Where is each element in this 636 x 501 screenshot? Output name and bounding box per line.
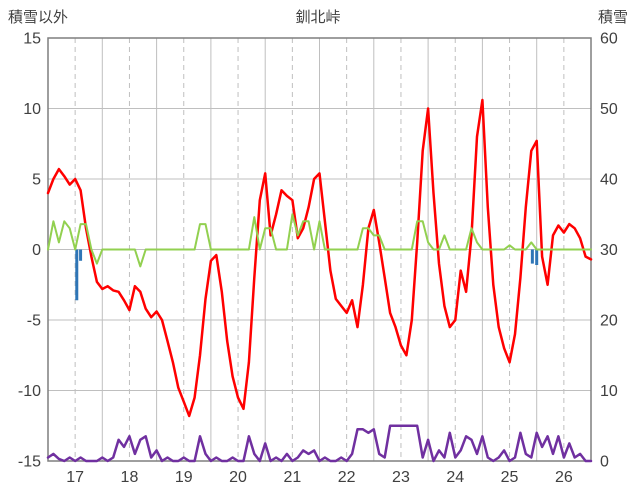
svg-text:0: 0 xyxy=(32,242,41,259)
svg-text:-10: -10 xyxy=(18,383,41,400)
svg-text:15: 15 xyxy=(23,31,41,48)
svg-text:25: 25 xyxy=(501,469,519,486)
svg-text:-5: -5 xyxy=(27,313,41,330)
svg-text:40: 40 xyxy=(600,172,618,189)
svg-text:5: 5 xyxy=(32,172,41,189)
right-axis-title: 積雪 xyxy=(597,9,628,26)
red-line xyxy=(46,98,593,418)
svg-text:17: 17 xyxy=(66,469,84,486)
chart-title: 釧北峠 xyxy=(295,9,341,26)
svg-text:60: 60 xyxy=(600,31,618,48)
svg-text:0: 0 xyxy=(600,454,609,471)
svg-text:-15: -15 xyxy=(18,454,41,471)
svg-text:19: 19 xyxy=(175,469,193,486)
green-line xyxy=(47,213,592,268)
svg-text:26: 26 xyxy=(555,469,573,486)
svg-text:22: 22 xyxy=(338,469,356,486)
svg-text:23: 23 xyxy=(392,469,410,486)
svg-text:20: 20 xyxy=(229,469,247,486)
purple-line xyxy=(46,424,593,463)
svg-text:20: 20 xyxy=(600,313,618,330)
svg-text:21: 21 xyxy=(283,469,301,486)
svg-text:24: 24 xyxy=(446,469,464,486)
svg-text:30: 30 xyxy=(600,242,618,259)
svg-text:10: 10 xyxy=(600,383,618,400)
svg-text:10: 10 xyxy=(23,101,41,118)
left-axis-title: 積雪以外 xyxy=(8,9,69,26)
svg-text:18: 18 xyxy=(121,469,139,486)
svg-text:50: 50 xyxy=(600,101,618,118)
